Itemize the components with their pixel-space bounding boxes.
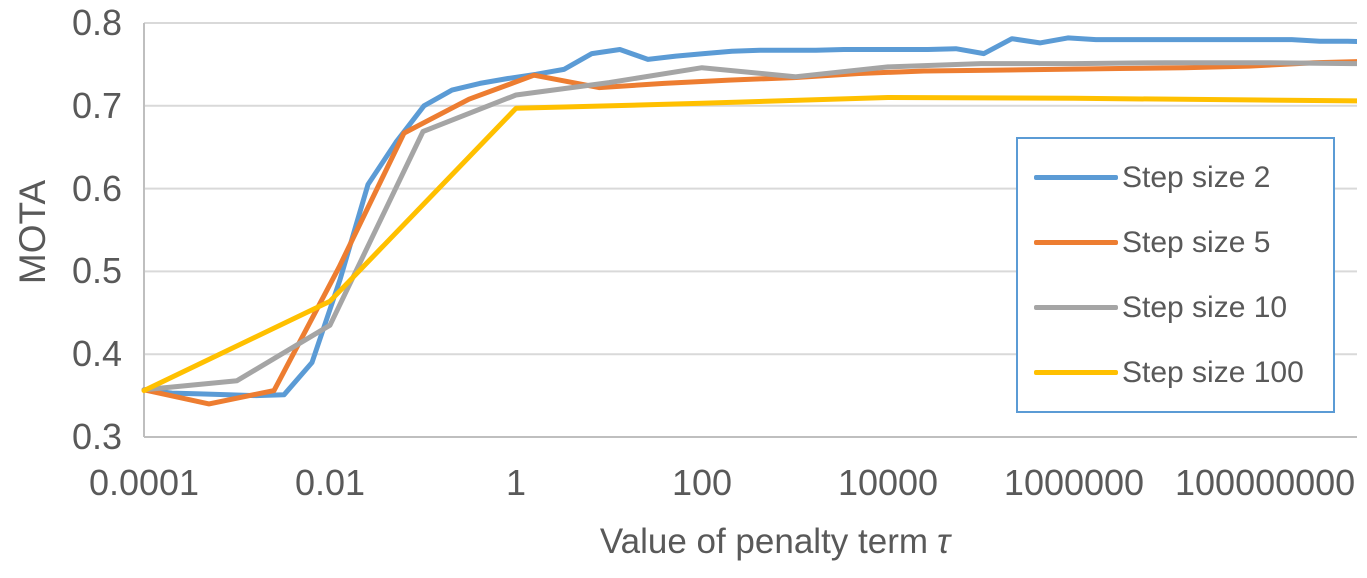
- x-axis-title: Value of penalty term τ: [500, 522, 1050, 562]
- x-tick-label: 100: [671, 462, 733, 503]
- legend-label: Step size 10: [1122, 290, 1288, 324]
- x-tick-label: 0.0001: [88, 462, 200, 503]
- legend-line-sample-yellow: [1034, 370, 1118, 375]
- legend-item-step-size-2: Step size 2: [1018, 158, 1333, 198]
- legend-line-sample-blue: [1034, 175, 1118, 180]
- y-tick-label: 0.6: [71, 168, 122, 209]
- legend-label: Step size 100: [1122, 355, 1304, 389]
- legend-line-sample-orange: [1034, 240, 1118, 245]
- x-axis-title-symbol: τ: [937, 522, 951, 561]
- legend-label: Step size 5: [1122, 225, 1271, 259]
- y-tick-label: 0.5: [71, 250, 122, 291]
- y-tick-label: 0.8: [71, 2, 122, 43]
- x-axis-title-text: Value of penalty term: [599, 522, 929, 561]
- legend-box: Step size 2 Step size 5 Step size 10 Ste…: [1016, 137, 1335, 413]
- series-line-step-size-5: [141, 59, 1357, 407]
- y-tick-label: 0.7: [71, 85, 122, 126]
- series-layer: [141, 35, 1357, 407]
- x-tick-label: 0.01: [294, 462, 366, 503]
- legend-label: Step size 2: [1122, 160, 1271, 194]
- legend-item-step-size-100: Step size 100: [1018, 353, 1333, 393]
- legend-item-step-size-10: Step size 10: [1018, 288, 1333, 328]
- series-line-step-size-100: [141, 95, 1357, 394]
- x-tick-label: 1: [505, 462, 527, 503]
- y-tick-label: 0.4: [71, 333, 122, 374]
- legend-item-step-size-5: Step size 5: [1018, 223, 1333, 263]
- y-axis-title: MOTA: [12, 179, 53, 285]
- legend-line-sample-gray: [1034, 305, 1118, 310]
- series-line-step-size-10: [141, 60, 1357, 393]
- x-tick-label: 10000: [837, 462, 939, 503]
- x-tick-label: 1000000: [1003, 462, 1145, 503]
- x-tick-label: 100000000: [1175, 462, 1356, 503]
- y-tick-label: 0.3: [71, 416, 122, 457]
